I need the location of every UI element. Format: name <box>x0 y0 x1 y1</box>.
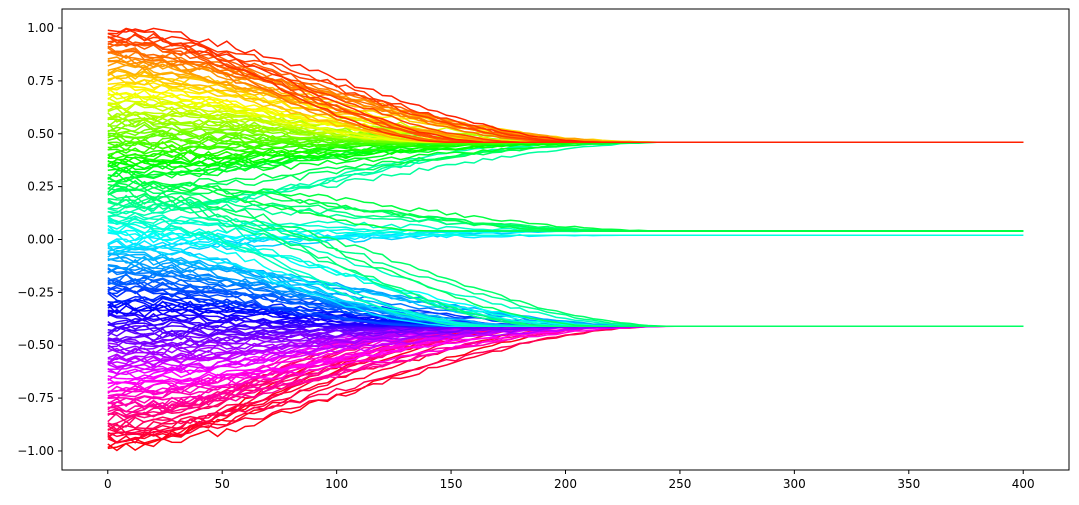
y-tick-label: 0.25 <box>27 180 54 194</box>
y-tick-label: −1.00 <box>17 444 54 458</box>
y-tick-label: 0.75 <box>27 74 54 88</box>
x-tick-label: 150 <box>440 477 463 491</box>
series-line <box>107 97 1024 143</box>
y-tick-label: 0.00 <box>27 233 54 247</box>
y-tick-label: 1.00 <box>27 21 54 35</box>
series-line <box>107 222 1024 237</box>
series-line <box>107 27 1024 143</box>
y-tick-label: 0.50 <box>27 127 54 141</box>
x-tick-label: 300 <box>783 477 806 491</box>
y-axis: −1.00 −0.75 −0.50 −0.25 0.00 0.25 0.50 0.75 1.00 <box>17 21 62 458</box>
series-line <box>107 230 1024 250</box>
series-line <box>107 141 1024 183</box>
series-line <box>107 176 1024 232</box>
series-line <box>107 186 1024 327</box>
x-tick-label: 350 <box>897 477 920 491</box>
x-tick-label: 250 <box>668 477 691 491</box>
x-tick-label: 200 <box>554 477 577 491</box>
series-line <box>107 223 1024 327</box>
x-axis: 0 50 100 150 200 250 300 350 400 <box>104 470 1035 491</box>
series-lines <box>107 27 1024 452</box>
x-tick-label: 400 <box>1012 477 1035 491</box>
y-tick-label: −0.75 <box>17 391 54 405</box>
x-tick-label: 100 <box>325 477 348 491</box>
y-tick-label: −0.25 <box>17 285 54 299</box>
series-line <box>107 141 1024 183</box>
series-line <box>107 230 1024 244</box>
x-tick-label: 0 <box>104 477 112 491</box>
y-tick-label: −0.50 <box>17 338 54 352</box>
x-tick-label: 50 <box>215 477 230 491</box>
